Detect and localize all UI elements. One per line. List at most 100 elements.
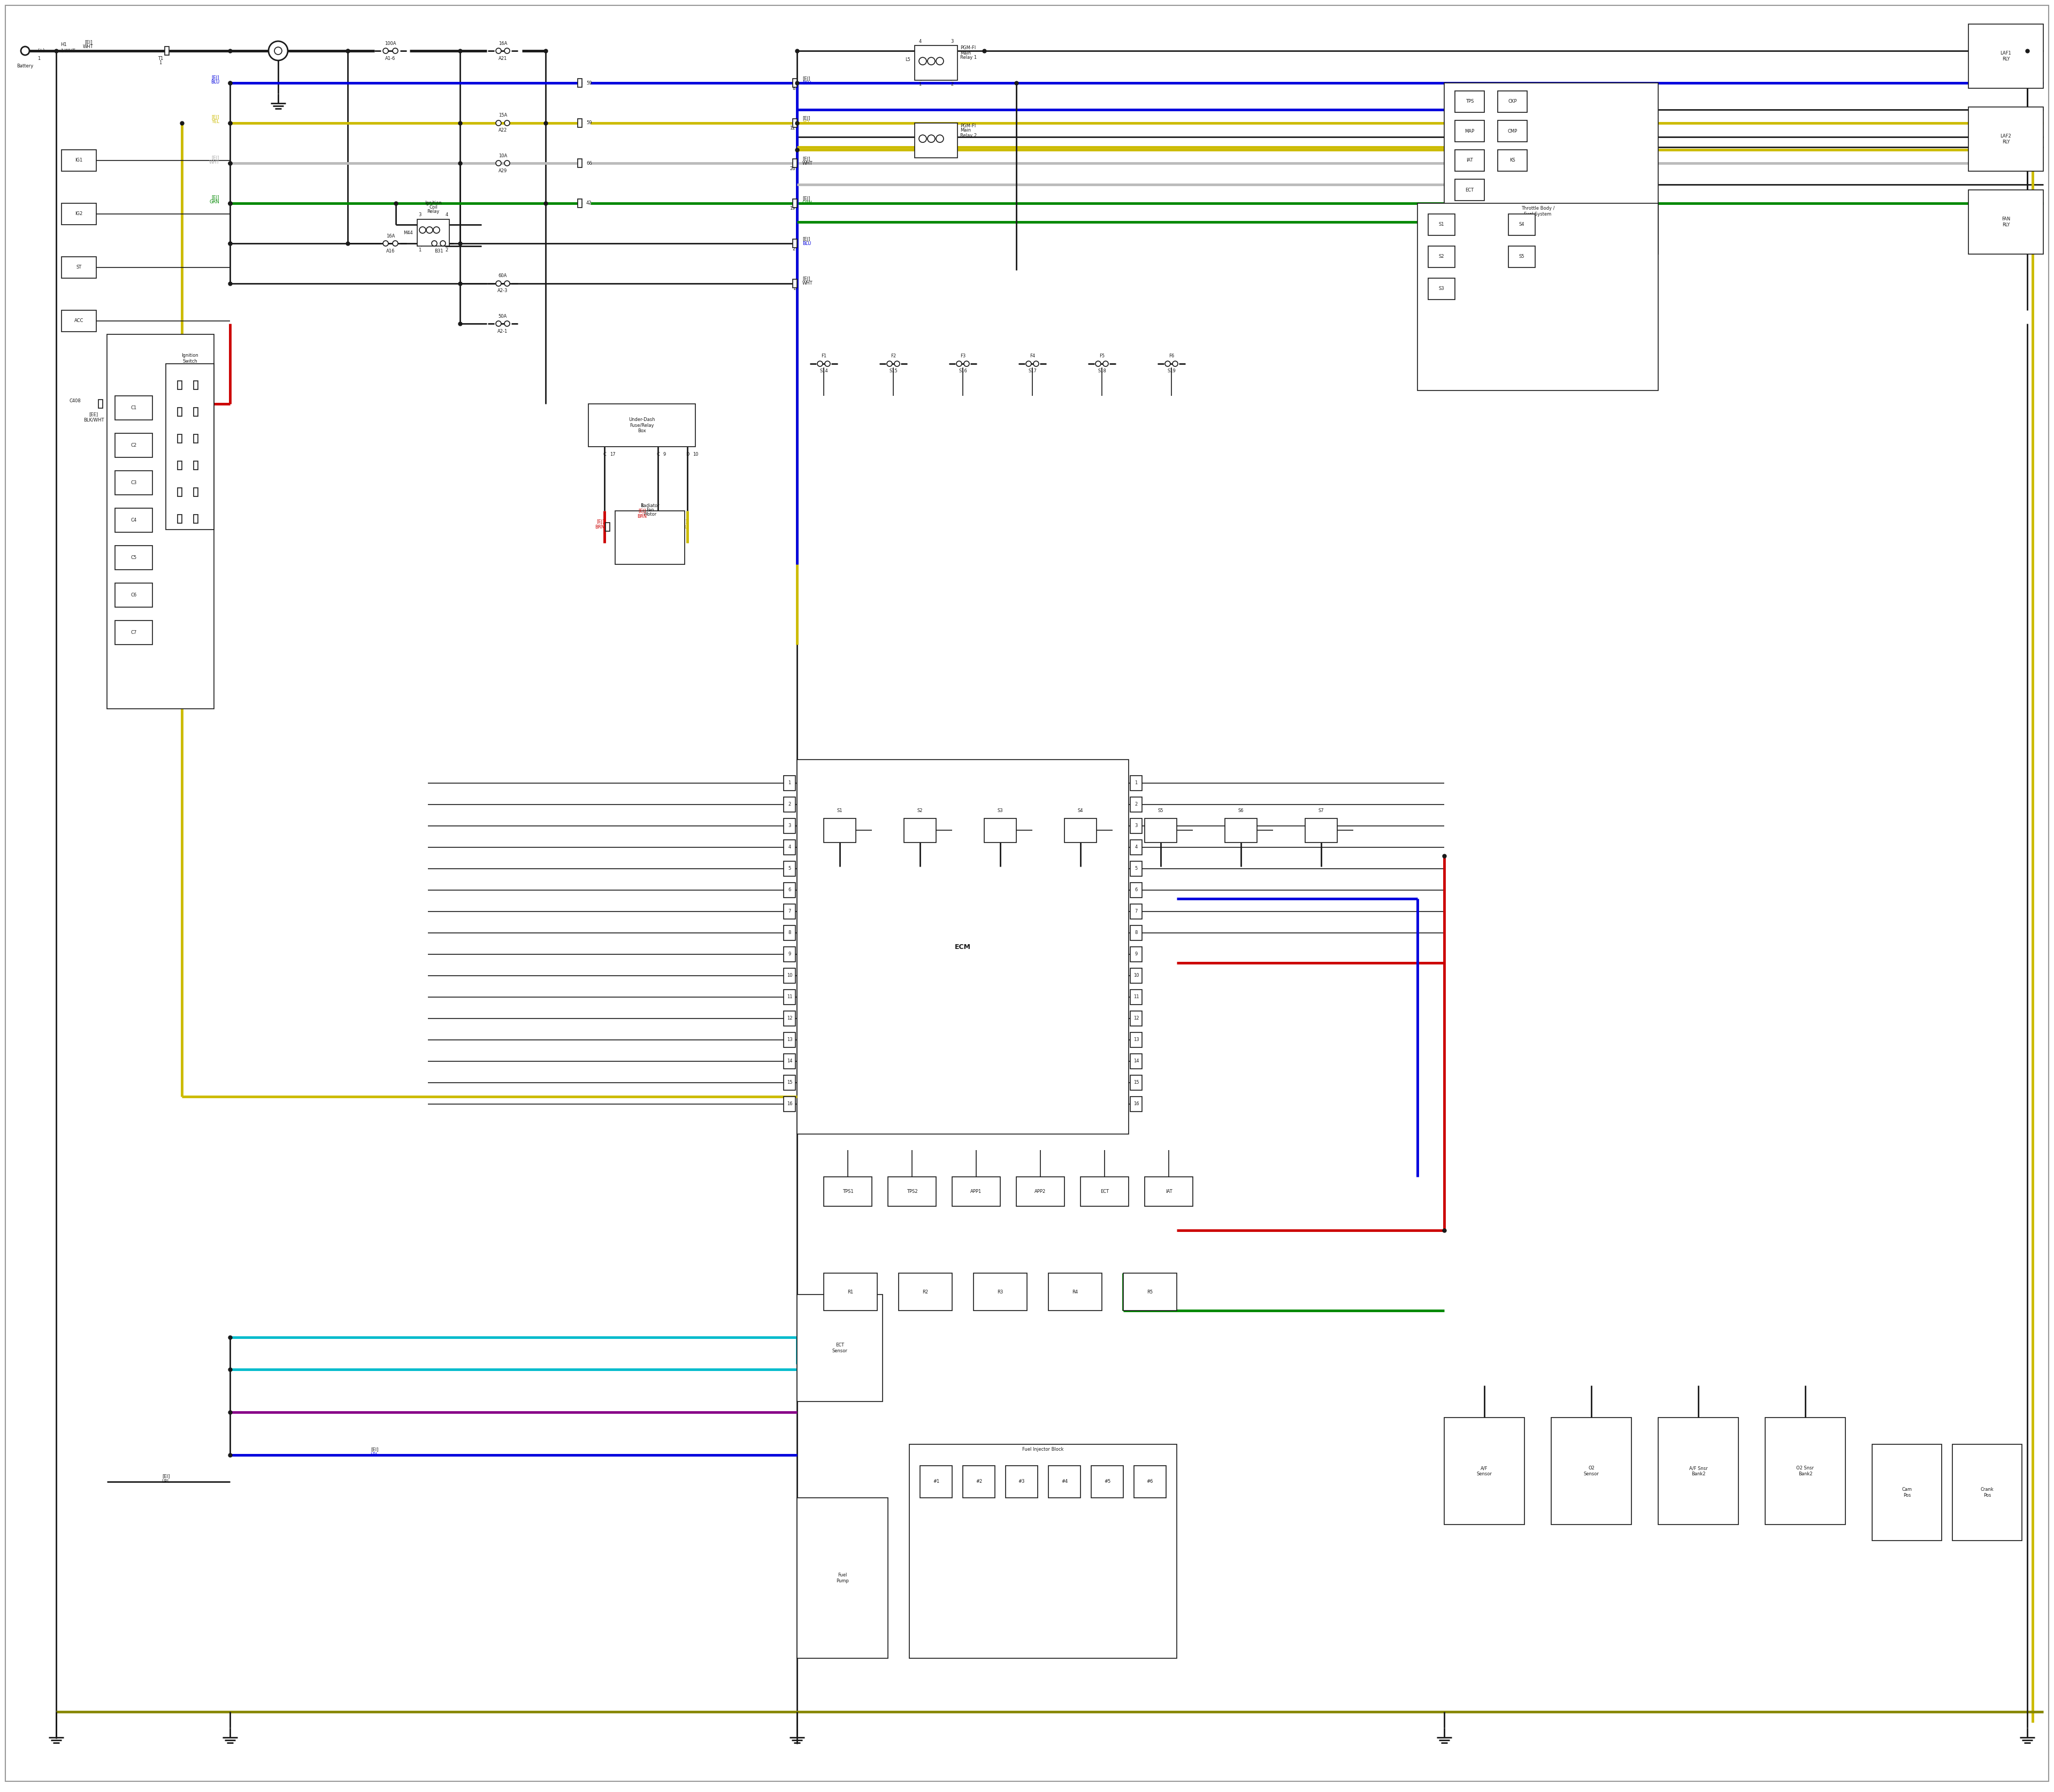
Bar xyxy=(1444,82,1658,254)
Circle shape xyxy=(1095,360,1101,366)
Text: 12: 12 xyxy=(791,125,795,131)
Text: 16: 16 xyxy=(1134,1102,1140,1106)
Text: LBL: LBL xyxy=(370,1453,378,1457)
Text: A2-1: A2-1 xyxy=(497,328,507,333)
Bar xyxy=(1048,1272,1101,1310)
Text: F4: F4 xyxy=(1029,353,1035,358)
Text: ST: ST xyxy=(76,265,82,271)
Text: Throttle Body /
Fuel System: Throttle Body / Fuel System xyxy=(1522,206,1555,217)
Bar xyxy=(577,118,581,127)
Bar xyxy=(1764,1417,1844,1525)
Text: S16: S16 xyxy=(959,369,967,375)
Text: O2
Sensor: O2 Sensor xyxy=(1584,1466,1598,1477)
Text: PGM-FI: PGM-FI xyxy=(959,47,976,50)
Text: S1: S1 xyxy=(836,808,842,814)
Bar xyxy=(1130,946,1142,962)
Bar xyxy=(914,124,957,158)
Text: #3: #3 xyxy=(1019,1480,1025,1484)
Circle shape xyxy=(505,281,509,287)
Text: 59: 59 xyxy=(585,81,592,86)
Bar xyxy=(793,79,797,88)
Text: CMP: CMP xyxy=(1508,129,1518,133)
Text: Crank
Pos: Crank Pos xyxy=(1980,1487,1994,1498)
Text: 6: 6 xyxy=(1134,887,1138,892)
Text: BLU: BLU xyxy=(803,81,811,86)
Text: S5: S5 xyxy=(1520,254,1524,260)
Text: BLU: BLU xyxy=(803,240,811,246)
Text: 4: 4 xyxy=(918,39,922,43)
Text: C3: C3 xyxy=(131,480,138,486)
Bar xyxy=(62,310,97,332)
Bar xyxy=(1130,797,1142,812)
Bar xyxy=(1508,246,1534,267)
Text: R4: R4 xyxy=(1072,1290,1078,1294)
Text: [EJ]: [EJ] xyxy=(598,520,604,523)
Bar xyxy=(1454,179,1485,201)
Text: 2: 2 xyxy=(789,803,791,806)
Text: S4: S4 xyxy=(1078,808,1082,814)
Text: 4: 4 xyxy=(446,213,448,217)
Text: ECM: ECM xyxy=(955,943,972,950)
Bar xyxy=(177,461,183,470)
Text: R5: R5 xyxy=(1146,1290,1152,1294)
Text: 15A: 15A xyxy=(499,113,507,118)
Bar xyxy=(577,159,581,167)
Bar xyxy=(1144,1177,1193,1206)
Text: TPS: TPS xyxy=(1465,99,1473,104)
Text: S5: S5 xyxy=(1158,808,1163,814)
Text: 11: 11 xyxy=(787,995,793,1000)
Text: [EJ]: [EJ] xyxy=(212,75,220,81)
Text: F5: F5 xyxy=(1099,353,1105,358)
Bar xyxy=(1454,208,1485,229)
Bar xyxy=(1130,1075,1142,1090)
Bar xyxy=(797,760,1128,1134)
Text: [EJ]: [EJ] xyxy=(803,116,809,122)
Text: 10A: 10A xyxy=(433,233,444,238)
Bar xyxy=(1454,91,1485,113)
Text: M44: M44 xyxy=(403,231,413,235)
Text: [EJ]: [EJ] xyxy=(119,392,127,398)
Text: 59: 59 xyxy=(585,120,592,125)
Text: BLK/WHT: BLK/WHT xyxy=(84,418,105,423)
Circle shape xyxy=(392,48,398,54)
Text: 8: 8 xyxy=(1134,930,1138,935)
Text: 1: 1 xyxy=(918,82,922,88)
Bar xyxy=(1006,1466,1037,1498)
Bar xyxy=(1444,1417,1524,1525)
Bar xyxy=(1130,819,1142,833)
Text: LBL: LBL xyxy=(162,1480,170,1484)
Bar xyxy=(785,819,795,833)
Text: 8: 8 xyxy=(789,930,791,935)
Bar xyxy=(920,1466,953,1498)
Text: Motor: Motor xyxy=(643,513,657,516)
Text: 5: 5 xyxy=(1134,866,1138,871)
Text: 6: 6 xyxy=(789,887,791,892)
Circle shape xyxy=(275,47,281,54)
Circle shape xyxy=(21,47,29,56)
Text: APP1: APP1 xyxy=(969,1190,982,1193)
Bar xyxy=(1017,1177,1064,1206)
Text: F1: F1 xyxy=(822,353,826,358)
Bar xyxy=(904,819,937,842)
Circle shape xyxy=(392,240,398,246)
Text: Relay 2: Relay 2 xyxy=(959,133,978,138)
Bar xyxy=(115,620,152,645)
Bar xyxy=(785,1097,795,1111)
Text: #5: #5 xyxy=(1103,1480,1111,1484)
Text: 1: 1 xyxy=(158,61,162,65)
Text: 3: 3 xyxy=(1134,824,1138,828)
Bar xyxy=(1428,278,1454,299)
Bar xyxy=(1130,1097,1142,1111)
Text: 12: 12 xyxy=(1134,1016,1138,1021)
Text: C4: C4 xyxy=(131,518,138,523)
Bar xyxy=(785,840,795,855)
Bar xyxy=(785,1054,795,1068)
Text: A22: A22 xyxy=(499,127,507,133)
Text: 5: 5 xyxy=(789,866,791,871)
Bar xyxy=(785,797,795,812)
Text: (+): (+) xyxy=(37,48,45,54)
Circle shape xyxy=(957,360,961,366)
Bar xyxy=(785,776,795,790)
Bar xyxy=(793,118,797,127)
Text: FAN
RLY: FAN RLY xyxy=(2001,217,2011,228)
